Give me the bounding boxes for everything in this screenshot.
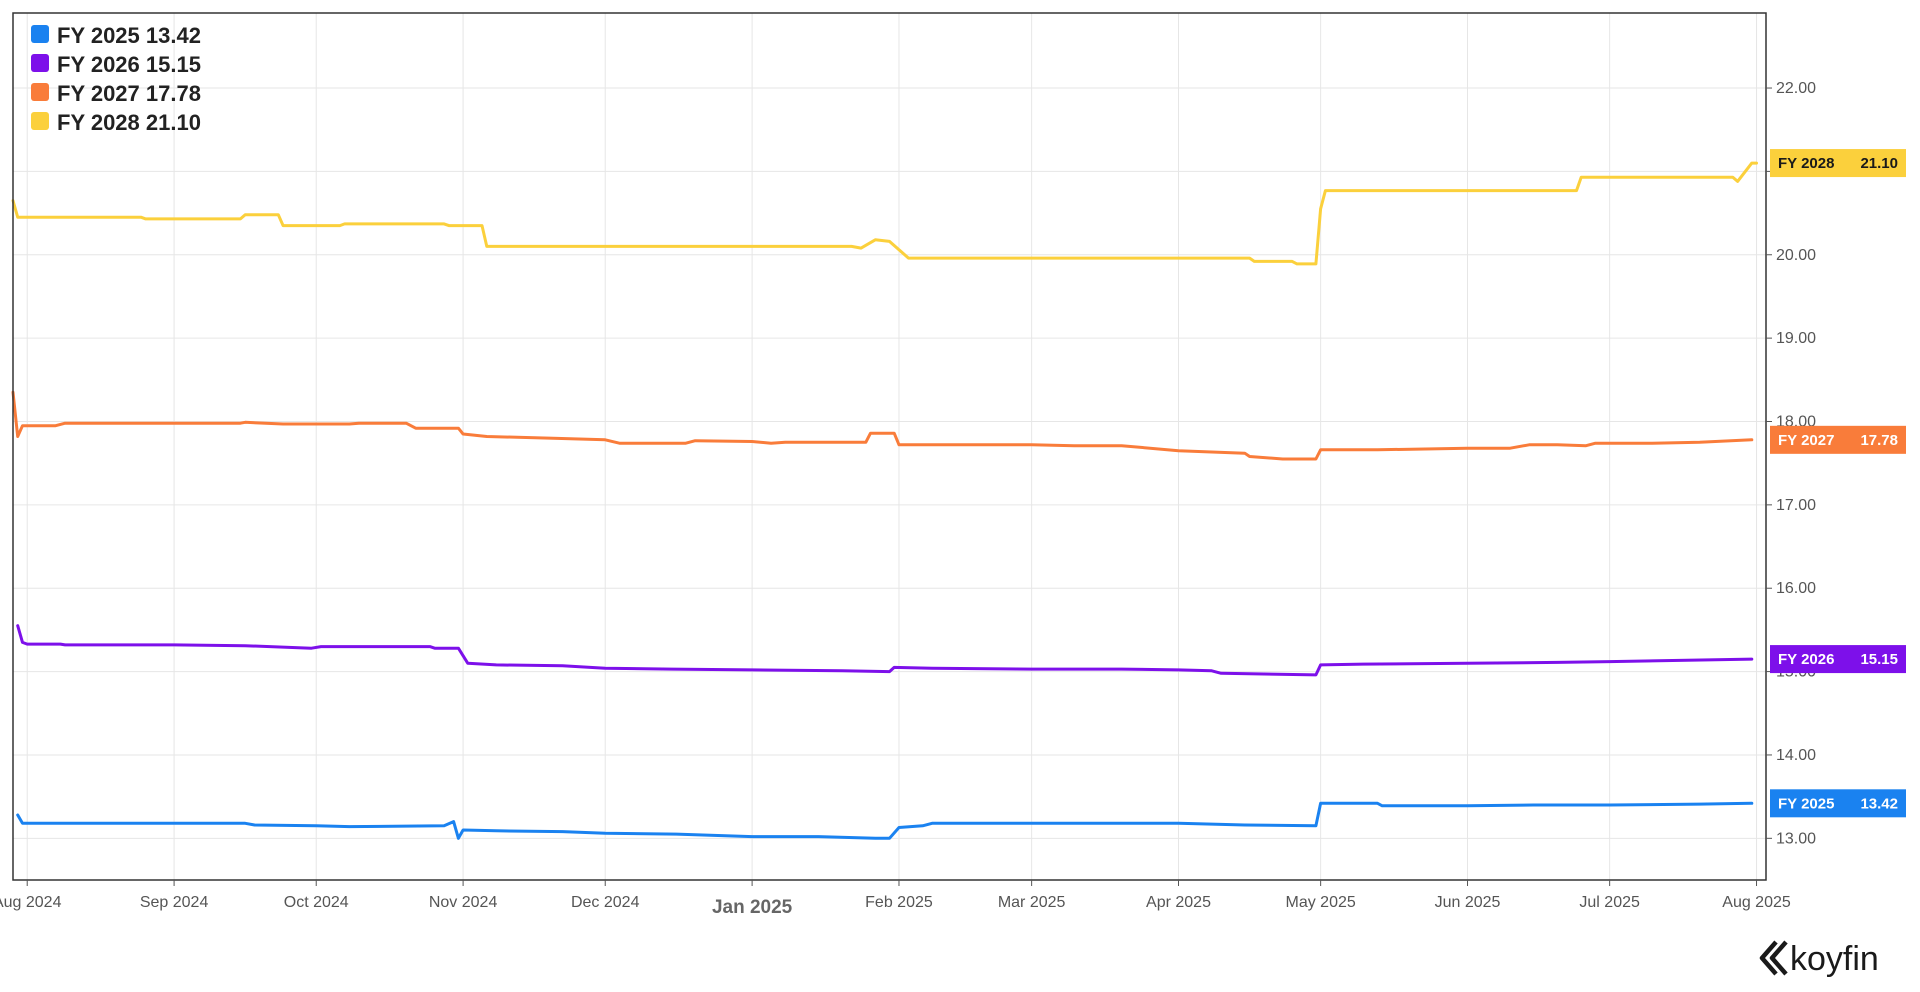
x-tick-label: Jun 2025 <box>1435 894 1501 911</box>
x-tick-label: Jul 2025 <box>1579 894 1640 911</box>
legend-item[interactable]: FY 2028 21.10 <box>31 110 201 135</box>
y-axis: 13.0014.0015.0016.0017.0018.0019.0020.00… <box>1766 80 1816 847</box>
badge-background <box>1770 789 1906 818</box>
x-tick-label: Aug 2025 <box>1722 894 1791 911</box>
value-badge-fy-2026: FY 2026 15.15 <box>1770 645 1906 674</box>
legend-label: FY 2028 21.10 <box>57 110 201 135</box>
koyfin-logo-icon <box>1759 940 1788 976</box>
logo-text: koyfin <box>1790 940 1879 978</box>
x-tick-label: Aug 2024 <box>0 894 62 911</box>
legend-item[interactable]: FY 2025 13.42 <box>31 23 201 48</box>
x-tick-label: May 2025 <box>1286 894 1356 911</box>
legend-swatch <box>31 112 49 130</box>
badge-value: 17.78 <box>1860 432 1898 449</box>
badge-series-name: FY 2027 <box>1778 432 1834 449</box>
y-tick-label: 22.00 <box>1776 80 1816 97</box>
grid <box>13 13 1766 880</box>
legend-swatch <box>31 54 49 72</box>
value-badge-fy-2028: FY 2028 21.10 <box>1770 149 1906 178</box>
legend-label: FY 2026 15.15 <box>57 52 201 77</box>
badge-background <box>1770 149 1906 178</box>
badge-series-name: FY 2028 <box>1778 155 1834 172</box>
badge-series-name: FY 2026 <box>1778 651 1834 668</box>
x-tick-label: Sep 2024 <box>140 894 209 911</box>
legend-swatch <box>31 83 49 101</box>
series-line-fy-2026 <box>16 624 1754 677</box>
series-line-fy-2027 <box>11 390 1754 461</box>
x-tick-label: Oct 2024 <box>284 894 349 911</box>
legend-swatch <box>31 25 49 43</box>
legend-label: FY 2027 17.78 <box>57 81 201 106</box>
series-line-fy-2025 <box>16 801 1754 840</box>
value-badge-fy-2025: FY 2025 13.42 <box>1770 789 1906 818</box>
koyfin-logo: koyfin <box>1759 940 1879 978</box>
badge-value: 21.10 <box>1860 155 1898 172</box>
legend-item[interactable]: FY 2026 15.15 <box>31 52 201 77</box>
x-tick-label: Apr 2025 <box>1146 894 1211 911</box>
legend-label: FY 2025 13.42 <box>57 23 201 48</box>
badge-value: 15.15 <box>1860 651 1898 668</box>
badge-background <box>1770 425 1906 454</box>
value-badge-fy-2027: FY 2027 17.78 <box>1770 425 1906 454</box>
y-tick-label: 14.00 <box>1776 747 1816 764</box>
x-tick-label: Feb 2025 <box>865 894 933 911</box>
legend-item[interactable]: FY 2027 17.78 <box>31 81 201 106</box>
series-lines <box>11 161 1758 840</box>
x-tick-label: Dec 2024 <box>571 894 640 911</box>
x-tick-label: Jan 2025 <box>712 897 793 918</box>
x-axis: Aug 2024 Sep 2024 Oct 2024 Nov 2024 Dec 2024… <box>0 880 1791 918</box>
badge-series-name: FY 2025 <box>1778 795 1834 812</box>
y-tick-label: 13.00 <box>1776 830 1816 847</box>
x-tick-label: Nov 2024 <box>429 894 498 911</box>
badge-background <box>1770 645 1906 674</box>
legend[interactable]: FY 2025 13.42 FY 2026 15.15 FY 2027 17.78 F… <box>31 23 201 135</box>
y-tick-label: 20.00 <box>1776 247 1816 264</box>
badge-value: 13.42 <box>1860 795 1898 812</box>
series-line-fy-2028 <box>11 161 1758 266</box>
y-tick-label: 17.00 <box>1776 497 1816 514</box>
plot-frame <box>12 12 1767 881</box>
y-tick-label: 16.00 <box>1776 580 1816 597</box>
y-tick-label: 19.00 <box>1776 330 1816 347</box>
x-tick-label: Mar 2025 <box>998 894 1066 911</box>
